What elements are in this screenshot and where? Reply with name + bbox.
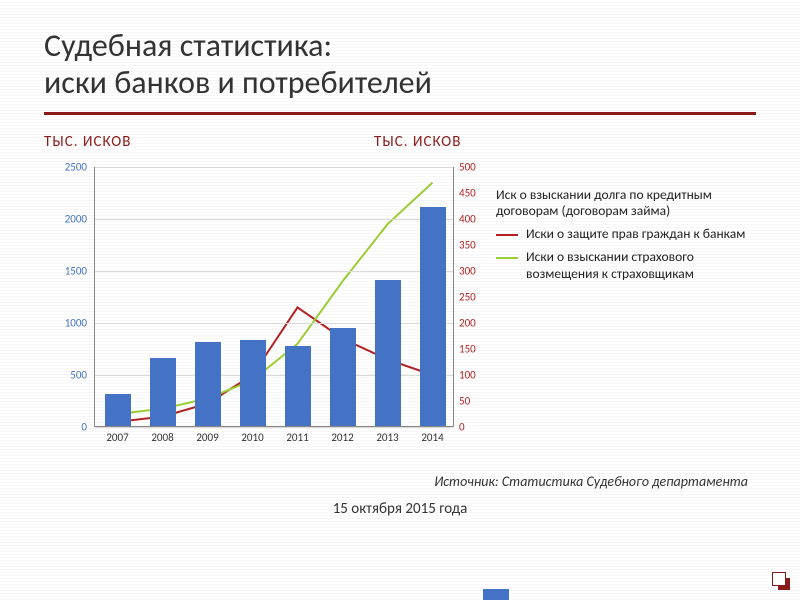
legend-line-swatch bbox=[496, 234, 518, 236]
bar bbox=[195, 342, 221, 425]
title-line-2: иски банков и потребителей bbox=[44, 65, 756, 102]
legend-item: Иски о защите прав граждан к банкам bbox=[496, 226, 756, 243]
y2-tick: 250 bbox=[459, 290, 491, 303]
y1-tick: 1000 bbox=[47, 316, 87, 329]
grid-line bbox=[95, 427, 453, 428]
grid-line bbox=[95, 271, 453, 272]
x-tick: 2014 bbox=[410, 431, 455, 444]
bar bbox=[330, 328, 356, 426]
x-tick: 2011 bbox=[275, 431, 320, 444]
y2-tick: 100 bbox=[459, 368, 491, 381]
legend: Иск о взыскании долга по кредитным догов… bbox=[484, 157, 756, 289]
grid-line bbox=[95, 219, 453, 220]
y2-tick: 350 bbox=[459, 238, 491, 251]
y2-tick: 0 bbox=[459, 420, 491, 433]
corner-decoration-icon bbox=[772, 572, 790, 590]
x-tick: 2008 bbox=[140, 431, 185, 444]
chart-area: 0500100015002000250005010015020025030035… bbox=[44, 157, 484, 467]
grid-line bbox=[95, 167, 453, 168]
legend-item: Иски о взыскании страхового возмещения к… bbox=[496, 249, 756, 283]
title-line-1: Судебная статистика: bbox=[44, 28, 756, 65]
y2-tick: 450 bbox=[459, 186, 491, 199]
y1-tick: 2000 bbox=[47, 212, 87, 225]
legend-bar-swatch bbox=[483, 589, 509, 600]
title-underline bbox=[44, 112, 756, 115]
y2-tick: 150 bbox=[459, 342, 491, 355]
y2-tick: 300 bbox=[459, 264, 491, 277]
content-row: 0 500 1000 1500 2000 2500 0 50 100 150 200 250 300 35… bbox=[44, 157, 756, 467]
y2-tick: 400 bbox=[459, 212, 491, 225]
y2-tick: 500 bbox=[459, 160, 491, 173]
slide: Судебная статистика: иски банков и потре… bbox=[0, 0, 800, 600]
y1-tick: 1500 bbox=[47, 264, 87, 277]
x-tick: 2010 bbox=[230, 431, 275, 444]
legend-text: Иски о защите прав граждан к банкам bbox=[526, 226, 756, 243]
y1-axis-label: ТЫС. ИСКОВ bbox=[44, 133, 374, 151]
legend-item: Иск о взыскании долга по кредитным догов… bbox=[496, 187, 756, 221]
y2-tick: 50 bbox=[459, 394, 491, 407]
bar bbox=[375, 280, 401, 426]
plot: 0500100015002000250005010015020025030035… bbox=[94, 167, 454, 427]
x-tick: 2013 bbox=[365, 431, 410, 444]
y2-axis-label: ТЫС. ИСКОВ bbox=[374, 133, 756, 151]
y2-tick: 200 bbox=[459, 316, 491, 329]
x-tick: 2009 bbox=[185, 431, 230, 444]
source-label: Источник: Статистика Судебного департаме… bbox=[44, 473, 756, 490]
bar bbox=[105, 394, 131, 425]
y1-tick: 500 bbox=[47, 368, 87, 381]
bar bbox=[420, 207, 446, 425]
x-tick: 2007 bbox=[95, 431, 140, 444]
x-tick: 2012 bbox=[320, 431, 365, 444]
bar bbox=[240, 340, 266, 425]
bar bbox=[150, 358, 176, 426]
bar bbox=[285, 346, 311, 426]
axis-labels-row: ТЫС. ИСКОВ ТЫС. ИСКОВ bbox=[44, 133, 756, 151]
y1-tick: 2500 bbox=[47, 160, 87, 173]
legend-text: Иск о взыскании долга по кредитным догов… bbox=[496, 187, 756, 221]
legend-line-swatch bbox=[496, 257, 518, 259]
y1-tick: 0 bbox=[47, 420, 87, 433]
date-label: 15 октября 2015 года bbox=[44, 500, 756, 518]
legend-text: Иски о взыскании страхового возмещения к… bbox=[526, 249, 756, 283]
